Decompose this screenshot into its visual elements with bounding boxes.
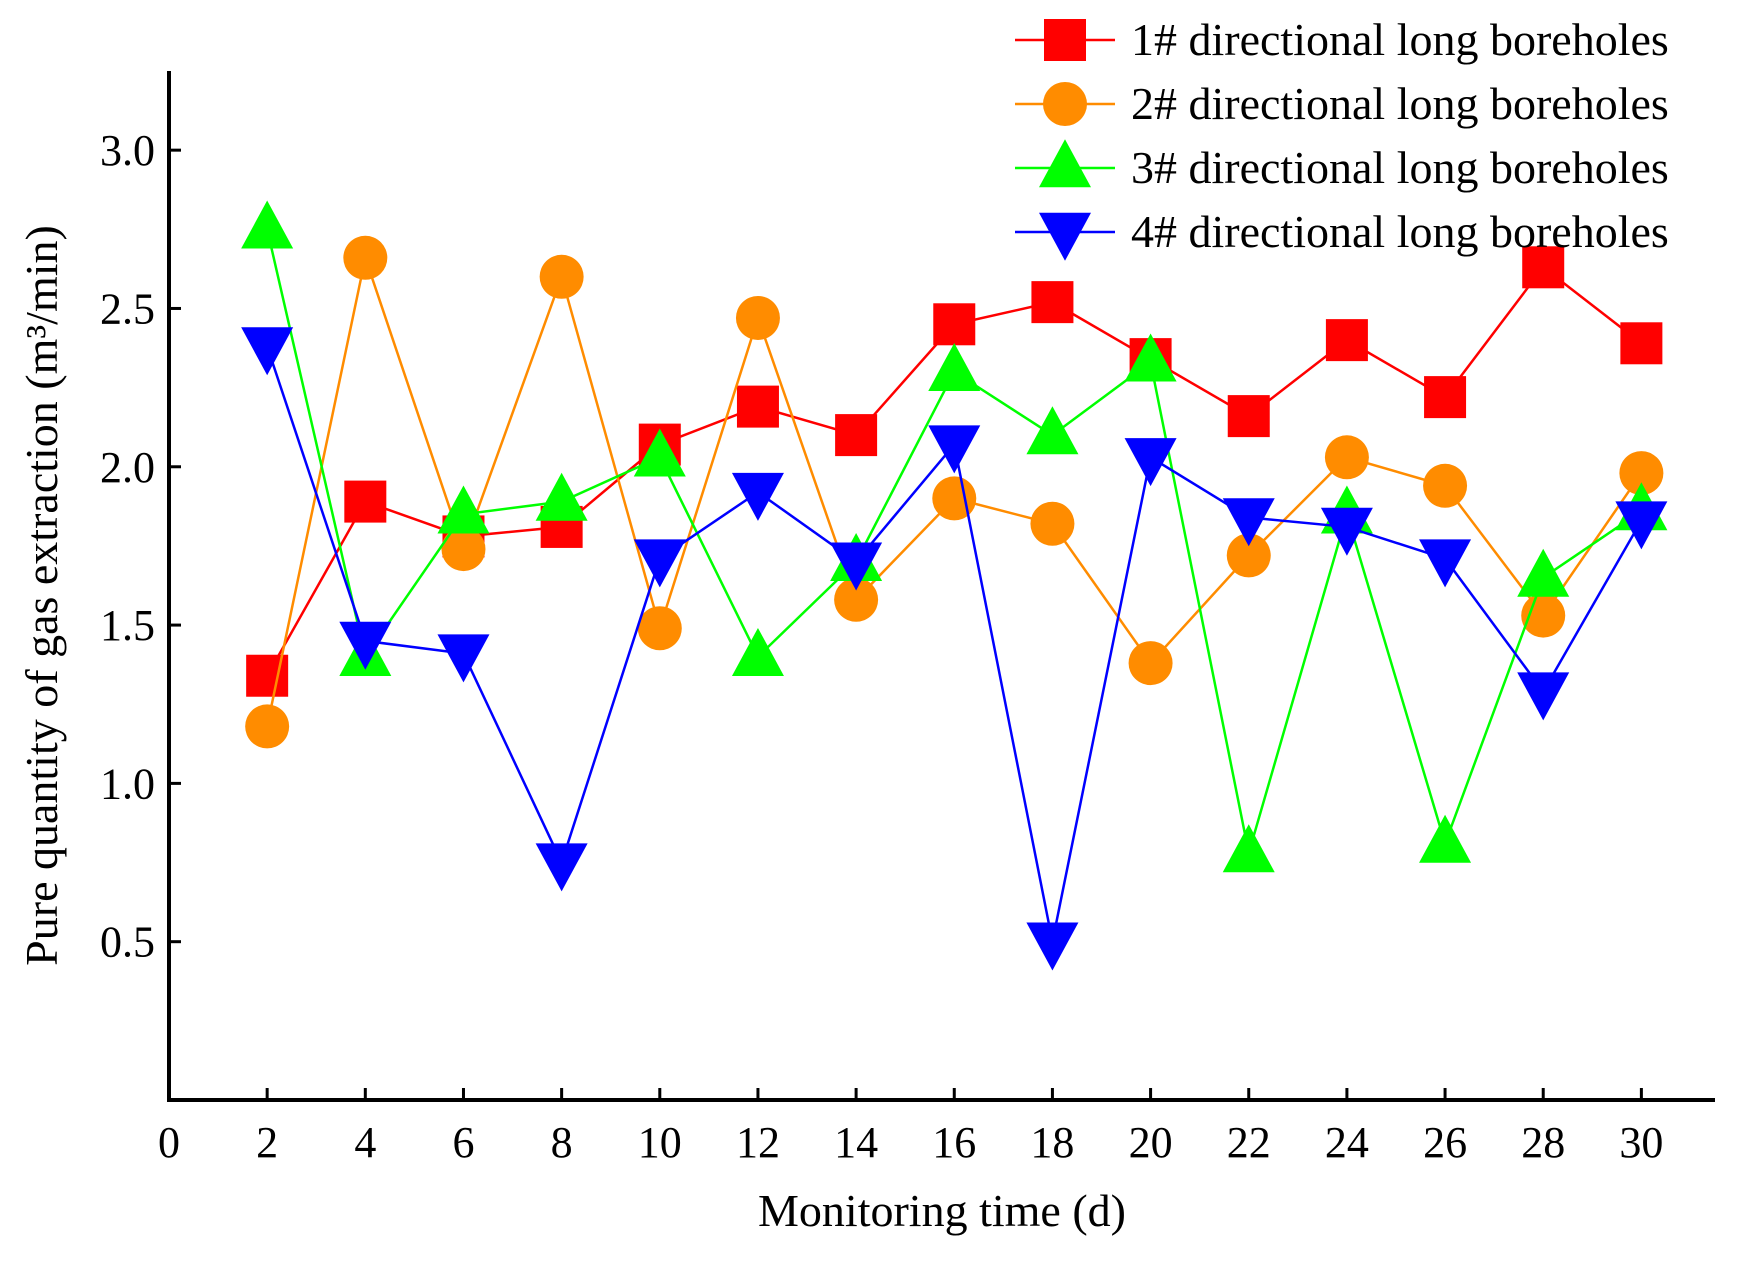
- series-2: [245, 235, 1664, 749]
- series-1-point: [344, 480, 387, 523]
- x-tick-label: 8: [551, 1118, 573, 1167]
- series-4-point: [633, 539, 686, 588]
- series-2-point: [1521, 593, 1566, 638]
- series-3-point: [928, 342, 981, 391]
- series-2-point: [1030, 501, 1075, 546]
- series-4-point: [535, 843, 588, 892]
- series-1-point: [1325, 319, 1368, 362]
- series-1-point: [736, 385, 779, 428]
- series-1-point: [1522, 246, 1565, 289]
- series-4-point: [1615, 501, 1668, 550]
- x-tick-label: 18: [1030, 1118, 1074, 1167]
- series-2-point: [539, 254, 584, 299]
- y-tick-label: 0.5: [100, 918, 155, 967]
- series-2-point: [245, 704, 290, 749]
- series-3-point: [731, 627, 784, 676]
- x-tick-label: 28: [1521, 1118, 1565, 1167]
- series-3-point: [1517, 548, 1570, 597]
- series-1-point: [933, 303, 976, 346]
- x-tick-label: 16: [932, 1118, 976, 1167]
- series-1-point: [1031, 281, 1074, 324]
- x-tick-label: 14: [834, 1118, 878, 1167]
- series-4-point: [437, 634, 490, 683]
- series-1-point: [835, 414, 878, 457]
- legend-entry-2: 2# directional long boreholes: [1015, 78, 1669, 129]
- legend-label: 3# directional long boreholes: [1131, 142, 1669, 193]
- x-tick-label: 0: [158, 1118, 180, 1167]
- series-4-point: [731, 472, 784, 521]
- series-4-point: [1517, 672, 1570, 721]
- series-2-point: [1128, 641, 1173, 686]
- series-2-point: [441, 527, 486, 572]
- x-tick-label: 12: [736, 1118, 780, 1167]
- series-2-point: [932, 476, 977, 521]
- y-tick-label: 1.5: [100, 601, 155, 650]
- series-4-point: [1222, 498, 1275, 547]
- series-2-point: [637, 606, 682, 651]
- y-tick-label: 1.0: [100, 759, 155, 808]
- legend-entry-3: 3# directional long boreholes: [1015, 139, 1669, 193]
- series-2-point: [1619, 451, 1664, 496]
- series-4-point: [339, 621, 392, 670]
- series-3-point: [437, 485, 490, 534]
- series-3-point: [241, 200, 294, 249]
- legend-label: 2# directional long boreholes: [1131, 78, 1669, 129]
- series-3-point: [1419, 814, 1472, 863]
- series-2-point: [343, 235, 388, 280]
- legend-marker: [1039, 139, 1091, 188]
- series-3-point: [1222, 824, 1275, 873]
- series-4-point: [830, 542, 883, 591]
- x-axis-title: Monitoring time (d): [758, 1185, 1126, 1236]
- x-tick-label: 6: [452, 1118, 474, 1167]
- legend-marker: [1044, 19, 1086, 61]
- series-1-point: [1227, 395, 1270, 438]
- legend-marker: [1039, 212, 1091, 261]
- series-3-point: [633, 428, 686, 477]
- series-2-point: [1226, 533, 1271, 578]
- series-1-point: [1620, 322, 1663, 365]
- series-4-point: [1026, 922, 1079, 971]
- series-3-point: [1124, 333, 1177, 382]
- legend-entry-4: 4# directional long boreholes: [1015, 206, 1669, 261]
- x-tick-label: 26: [1423, 1118, 1467, 1167]
- legend-label: 4# directional long boreholes: [1131, 206, 1669, 257]
- series-1: [246, 246, 1663, 697]
- series-4-point: [241, 327, 294, 376]
- y-tick-label: 3.0: [100, 126, 155, 175]
- y-tick-label: 2.5: [100, 284, 155, 333]
- legend-entry-1: 1# directional long boreholes: [1015, 14, 1669, 65]
- series-1-point: [1424, 376, 1467, 419]
- series-3-point: [1026, 406, 1079, 455]
- legend-marker: [1043, 82, 1087, 126]
- x-tick-label: 10: [638, 1118, 682, 1167]
- x-tick-label: 24: [1325, 1118, 1369, 1167]
- series-4-point: [1320, 507, 1373, 556]
- legend-label: 1# directional long boreholes: [1131, 14, 1669, 65]
- series-3-point: [535, 472, 588, 521]
- x-tick-label: 30: [1619, 1118, 1663, 1167]
- x-tick-label: 4: [354, 1118, 376, 1167]
- x-tick-label: 22: [1227, 1118, 1271, 1167]
- y-tick-label: 2.0: [100, 443, 155, 492]
- series-4-point: [928, 425, 981, 474]
- x-tick-label: 20: [1129, 1118, 1173, 1167]
- series-2-point: [1324, 435, 1369, 480]
- series-2-point: [834, 577, 879, 622]
- series-2-point: [1423, 463, 1468, 508]
- series-4-point: [1124, 438, 1177, 487]
- series-4-point: [1419, 539, 1472, 588]
- x-tick-label: 2: [256, 1118, 278, 1167]
- series-4: [241, 327, 1668, 971]
- series-2-point: [735, 295, 780, 340]
- y-axis-title: Pure quantity of gas extraction (m³/min): [16, 225, 67, 966]
